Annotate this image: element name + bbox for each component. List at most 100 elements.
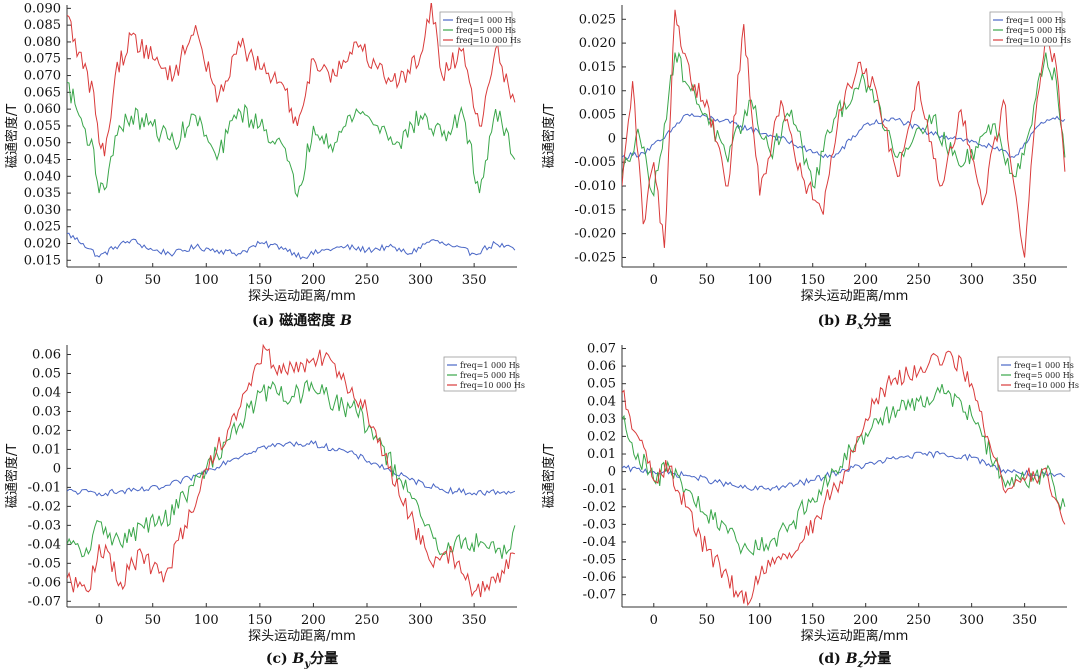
y-tick-label: -0.04 [28,537,61,552]
y-tick-label: 0.065 [24,85,61,100]
y-tick-label: -0.04 [583,535,616,550]
y-tick-label: 0.085 [24,18,61,33]
y-tick-label: 0.045 [24,153,61,168]
legend-entry: freq=5 000 Hs [456,26,516,35]
legend-entry: freq=5 000 Hs [1014,371,1074,380]
x-tick-label: 350 [1012,273,1037,288]
y-tick-label: 0.025 [24,220,61,235]
series-line-1 [67,440,516,497]
y-tick-label: -0.005 [574,155,616,170]
y-tick-label: 0.050 [24,136,61,151]
y-tick-label: -0.03 [583,517,616,532]
x-tick-label: 300 [959,273,984,288]
x-tick-label: 0 [95,273,103,288]
x-tick-label: 150 [800,613,825,628]
x-tick-label: 150 [247,613,272,628]
y-tick-label: 0.035 [24,186,61,201]
y-tick-label: 0.055 [24,119,61,134]
y-tick-label: 0 [608,465,616,480]
legend-entry: freq=10 000 Hs [1014,381,1079,390]
x-tick-label: 250 [355,273,380,288]
x-axis-label: 探头运动距离/mm [248,288,356,304]
y-axis-label: 磁通密度/T [4,444,20,508]
x-tick-label: 300 [959,613,984,628]
legend-entry: freq=10 000 Hs [460,381,525,390]
legend-entry: freq=5 000 Hs [1006,26,1066,35]
x-tick-label: 300 [408,273,433,288]
x-tick-label: 350 [1012,613,1037,628]
y-tick-label: -0.06 [28,575,61,590]
x-tick-label: 50 [698,273,715,288]
x-tick-label: 100 [747,613,772,628]
y-tick-label: 0.090 [24,1,61,16]
y-tick-label: 0.03 [587,412,616,427]
x-tick-label: 250 [355,613,380,628]
x-tick-label: 0 [650,613,658,628]
series-line-2 [67,379,516,559]
legend-entry: freq=1 000 Hs [460,361,520,370]
chart-caption: (a) 磁通密度 B [252,312,352,329]
x-tick-label: 100 [747,273,772,288]
y-tick-label: 0.005 [579,108,616,123]
legend-entry: freq=5 000 Hs [460,371,520,380]
chart-caption: (b) Bx分量 [818,313,892,332]
x-tick-label: 50 [698,613,715,628]
y-tick-label: 0.015 [24,253,61,268]
x-axis-label: 探头运动距离/mm [248,628,356,644]
x-tick-label: 0 [650,273,658,288]
x-tick-label: 250 [906,273,931,288]
legend-entry: freq=10 000 Hs [456,36,521,45]
y-tick-label: -0.025 [574,250,616,265]
chart-panel-c: -0.07 -0.06 -0.05 -0.04 -0.03 -0.02 -0.01 0 0.01… [4,343,525,670]
series-line-1 [622,450,1066,492]
x-tick-label: 50 [144,613,161,628]
y-tick-label: -0.015 [574,203,616,218]
y-tick-label: -0.020 [574,227,616,242]
y-tick-label: -0.01 [28,480,61,495]
y-tick-label: 0.075 [24,52,61,67]
x-tick-label: 150 [800,273,825,288]
legend-entry: freq=10 000 Hs [1006,36,1071,45]
chart-caption: (c) By分量 [266,651,338,670]
y-tick-label: 0.01 [587,447,616,462]
chart-panel-b: -0.025 -0.020 -0.015 -0.010 -0.005 0 0.005 0.01… [541,5,1071,332]
y-tick-label: 0.020 [579,36,616,51]
y-tick-label: -0.02 [28,499,61,514]
x-tick-label: 200 [853,273,878,288]
y-tick-label: 0.025 [579,12,616,27]
y-tick-label: 0.01 [32,442,61,457]
x-tick-label: 200 [853,613,878,628]
y-tick-label: 0.05 [32,366,61,381]
chart-panel-d: -0.07 -0.06 -0.05 -0.04 -0.03 -0.02 -0.01 0 0.01… [541,342,1079,670]
y-axis-label: 磁通密度/T [541,104,557,168]
legend-entry: freq=1 000 Hs [1014,361,1074,370]
x-axis-label: 探头运动距离/mm [801,288,909,304]
x-tick-label: 100 [194,613,219,628]
y-tick-label: -0.03 [28,518,61,533]
y-tick-label: 0 [53,461,61,476]
y-tick-label: 0.04 [32,385,61,400]
y-tick-label: 0.02 [32,423,61,438]
y-tick-label: 0.04 [587,394,616,409]
legend-box [443,356,517,392]
y-tick-label: -0.07 [28,594,61,609]
x-tick-label: 0 [95,613,103,628]
y-tick-label: -0.07 [583,588,616,603]
y-axis-label: 磁通密度/T [541,444,557,508]
x-tick-label: 250 [906,613,931,628]
legend-entry: freq=1 000 Hs [1006,16,1066,25]
y-tick-label: 0 [608,131,616,146]
series-line-3 [67,3,516,157]
y-tick-label: -0.06 [583,570,616,585]
series-line-2 [622,51,1066,198]
legend-entry: freq=1 000 Hs [456,16,516,25]
y-tick-label: 0.015 [579,60,616,75]
series-line-3 [622,350,1066,607]
x-tick-label: 150 [247,273,272,288]
y-tick-label: 0.07 [587,342,616,357]
y-tick-label: -0.02 [583,500,616,515]
y-tick-label: 0.03 [32,404,61,419]
